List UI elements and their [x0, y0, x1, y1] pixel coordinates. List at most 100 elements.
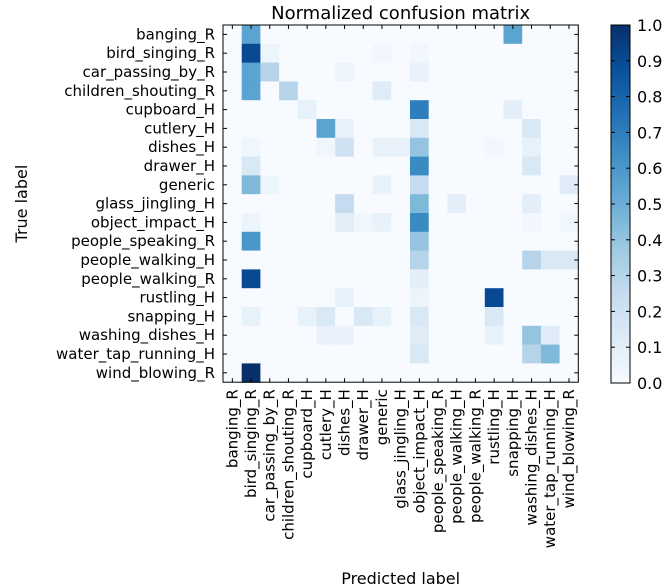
heatmap-cell [297, 43, 317, 64]
heatmap-cell [353, 288, 374, 308]
y-tick-labels: banging_Rbird_singing_Rcar_passing_by_Rc… [56, 25, 579, 383]
heatmap-cell [484, 231, 504, 252]
heatmap-cell [260, 307, 280, 327]
heatmap-cell [503, 250, 523, 270]
heatmap-cell [260, 175, 280, 195]
heatmap-cell [540, 43, 561, 64]
y-tick-label: water_tap_running_H [56, 345, 215, 364]
heatmap-cell [447, 81, 467, 101]
heatmap-cell [522, 194, 542, 214]
heatmap-cell [260, 137, 280, 158]
heatmap-cell [447, 344, 467, 364]
heatmap-cell [447, 213, 467, 233]
heatmap-cell [335, 43, 355, 64]
heatmap-cell [223, 194, 243, 214]
heatmap-cell [559, 344, 579, 364]
heatmap-cell [540, 25, 561, 45]
heatmap-cell [372, 137, 392, 158]
x-tick-label: cupboard_H [298, 389, 317, 478]
heatmap-cell [335, 325, 355, 346]
x-tick-label: people_speaking_R [429, 389, 448, 533]
heatmap-cell [297, 325, 317, 346]
heatmap-cell [297, 137, 317, 158]
heatmap-cell [484, 344, 504, 364]
x-tick-label: people_walking_H [448, 389, 467, 524]
heatmap-cell [223, 43, 243, 64]
heatmap-cell [522, 175, 542, 195]
heatmap-cell [466, 62, 486, 82]
heatmap-cell [484, 250, 504, 270]
heatmap-cell [466, 307, 486, 327]
heatmap-cell [447, 231, 467, 252]
heatmap-cell [335, 156, 355, 176]
heatmap-cell [540, 344, 561, 364]
heatmap-cell [297, 288, 317, 308]
x-tick-label: people_walking_R [466, 389, 485, 523]
y-tick-label: snapping_H [127, 307, 215, 326]
heatmap-cell [559, 269, 579, 289]
heatmap-cell [410, 269, 430, 289]
heatmap-cell [372, 288, 392, 308]
heatmap-cell [503, 288, 523, 308]
heatmap-cell [559, 81, 579, 101]
heatmap-cell [223, 325, 243, 346]
y-tick-label: people_walking_H [80, 251, 215, 270]
x-tick-label: rustling_H [485, 389, 504, 465]
heatmap-cell [279, 307, 299, 327]
heatmap-cell [391, 363, 411, 383]
heatmap-cell [279, 325, 299, 346]
heatmap-cell [391, 288, 411, 308]
heatmap-cell [260, 269, 280, 289]
heatmap-cell [297, 156, 317, 176]
heatmap-cell [372, 81, 392, 101]
heatmap-cell [223, 307, 243, 327]
heatmap-cell [279, 43, 299, 64]
heatmap-cell [297, 231, 317, 252]
y-tick-label: banging_R [136, 25, 215, 44]
heatmap-cell [241, 269, 261, 289]
heatmap-cell [353, 137, 374, 158]
heatmap-cell [466, 269, 486, 289]
heatmap-cell [447, 25, 467, 45]
heatmap-cell [241, 194, 261, 214]
colorbar-tick-label: 0.9 [637, 52, 662, 71]
heatmap-cell [223, 62, 243, 82]
heatmap-cell [335, 137, 355, 158]
y-tick-label: car_passing_by_R [83, 63, 215, 82]
heatmap-cell [503, 81, 523, 101]
heatmap-cell [297, 250, 317, 270]
heatmap-cell [316, 269, 336, 289]
heatmap-cell [391, 43, 411, 64]
heatmap-cell [297, 307, 317, 327]
heatmap-cell [335, 288, 355, 308]
heatmap-cell [316, 344, 336, 364]
heatmap-cell [466, 231, 486, 252]
heatmap-cell [559, 307, 579, 327]
colorbar-tick-label: 0.4 [637, 231, 662, 250]
heatmap-cell [466, 100, 486, 120]
heatmap-cell [279, 156, 299, 176]
heatmap-cell [559, 43, 579, 64]
heatmap-cell [466, 119, 486, 139]
heatmap-cell [428, 137, 448, 158]
heatmap-cell [447, 156, 467, 176]
y-tick-label: drawer_H [144, 157, 215, 176]
heatmap-cell [484, 363, 504, 383]
heatmap-cell [559, 25, 579, 45]
heatmap-cell [335, 231, 355, 252]
heatmap-cell [260, 288, 280, 308]
heatmap-cell [447, 363, 467, 383]
heatmap-cell [428, 307, 448, 327]
heatmap-cell [279, 100, 299, 120]
heatmap-cell [447, 250, 467, 270]
heatmap-cell [316, 325, 336, 346]
heatmap-cell [410, 119, 430, 139]
heatmap-cell [522, 25, 542, 45]
heatmap-cell [484, 213, 504, 233]
heatmap-cell [540, 137, 561, 158]
heatmap-cell [428, 43, 448, 64]
heatmap-cell [241, 81, 261, 101]
heatmap-cell [223, 250, 243, 270]
heatmap-cell [503, 325, 523, 346]
heatmap-cell [447, 119, 467, 139]
